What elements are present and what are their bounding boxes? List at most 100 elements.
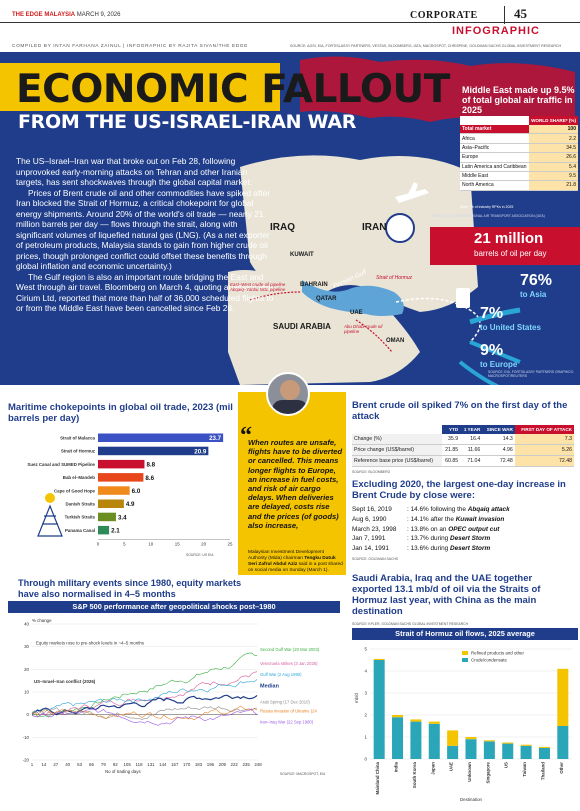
air-traffic-header: WORLD SHARE* (%) (528, 116, 578, 125)
sp500-series-line (31, 705, 258, 721)
flow-europe-pct: 9% (480, 342, 504, 359)
air-traffic-share: 21.8 (528, 180, 578, 191)
brent-row-label: Price change (US$/barrel) (352, 444, 442, 456)
hormuz-y-tick: 1 (365, 735, 368, 740)
brent-cell: 14.3 (482, 434, 515, 445)
flow-europe-dest: to Europe (480, 360, 518, 369)
chokepoint-bar (98, 512, 116, 522)
sp500-y-tick: 10 (24, 690, 29, 695)
plane-badge-icon (385, 213, 415, 243)
intro-paragraph-1: The US–Israel–Iran war that broke out on… (16, 156, 253, 187)
hormuz-bar-refined (538, 746, 550, 748)
asia-flow-arrow (469, 307, 521, 325)
hormuz-y-tick: 0 (365, 757, 368, 762)
air-traffic-row: Asia–Pacific 34.5 (460, 143, 578, 154)
sp500-x-tick: 79 (101, 762, 106, 767)
brent-cell: 35.9 (441, 434, 461, 445)
sp500-series-line (31, 708, 258, 726)
sp500-y-tick: 30 (24, 644, 29, 649)
hormuz-category-label: India (394, 761, 399, 772)
sp500-series-label: Median (260, 683, 280, 689)
flow-asia-dest: to Asia (520, 290, 547, 299)
flow-us-dest: to United States (480, 323, 541, 332)
quote-context: said in a post shared on social media on… (248, 562, 343, 573)
barrels-box (430, 227, 580, 265)
hormuz-bar-crude (520, 745, 532, 759)
hormuz-bar-refined (465, 737, 477, 740)
chokepoint-label: Turkish Straits (65, 515, 96, 520)
hormuz-category-label: Other (559, 762, 564, 774)
brent-row: Change (%) 35.9 16.4 14.3 7.3 (352, 434, 574, 445)
hormuz-category-label: Unknown (467, 762, 472, 782)
flows-source: SOURCE: EIA, FORTISLASSY PARTNERS GRAPHI… (488, 370, 574, 378)
quote-attribution: Malaysian Investment Development Authori… (248, 550, 343, 574)
sp500-annotation: Equity markets rose to pre-shock levels … (36, 640, 145, 645)
quote-role: Malaysian Investment Development Authori… (248, 550, 324, 561)
brent-row: Price change (US$/barrel) 21.85 11.66 4.96 5… (352, 444, 574, 456)
hormuz-ylabel: mb/d (354, 693, 359, 703)
hormuz-bar-crude (465, 739, 477, 759)
hormuz-category-label: UAE (449, 762, 454, 771)
sp500-ylabel: % change (32, 618, 52, 623)
infographic-tag: INFOGRAPHIC (452, 25, 540, 37)
sp500-x-tick: 235 (242, 762, 250, 767)
maritime-x-tick: 5 (123, 542, 126, 547)
brent-cell: 5.26 (514, 444, 574, 456)
sp500-series-label: Second Gulf War (20 Mar 2003) (260, 647, 320, 652)
sp500-x-tick: 157 (171, 762, 179, 767)
header-divider (504, 6, 505, 24)
air-traffic-table: WORLD SHARE* (%) Total market 100 Africa 2.… (460, 116, 578, 191)
daily-increase-item: Aug 6, 1990: 14.1% after the Kuwait inva… (352, 515, 577, 525)
label-abu-dhabi: Abu Dhabi crude oil pipeline (344, 324, 383, 334)
air-traffic-share: 26.6 (528, 152, 578, 163)
sp500-source: SOURCE: MACROSPOT, EIA (280, 772, 326, 776)
oil-rig-icon (37, 504, 63, 537)
hero-map (228, 56, 575, 385)
label-qatar: QATAR (316, 296, 337, 302)
flow-europe: 9% to Europe (480, 342, 517, 369)
publication-name: THE EDGE MALAYSIA (12, 12, 76, 18)
sp500-series-line (31, 706, 258, 720)
daily-increase-date: Jan 7, 1991 (352, 535, 386, 543)
brent-header-ytd: YTD (441, 425, 461, 434)
flow-asia: 76% to Asia (520, 272, 552, 299)
quote-text: When routes are unsafe, flights have to … (248, 438, 343, 530)
sp500-series-label: US–Israel–Iran conflict (2026) (34, 679, 96, 684)
air-traffic-share: 34.5 (528, 143, 578, 154)
air-traffic-row: North America 21.8 (460, 180, 578, 191)
chokepoint-value: 23.7 (209, 435, 222, 442)
sp500-series-line (31, 694, 258, 716)
hormuz-bar-refined (392, 715, 404, 718)
hormuz-band: Strait of Hormuz oil flows, 2025 average (352, 628, 578, 640)
air-traffic-source: SOURCE: THE INTERNATIONAL AIR TRANSPORT … (432, 214, 545, 218)
persian-gulf-water (302, 280, 404, 316)
label-saudi: SAUDI ARABIA (273, 322, 331, 331)
chokepoint-label: Panama Canal (65, 528, 95, 533)
sp500-x-tick: 66 (89, 762, 94, 767)
sp500-x-tick: 183 (195, 762, 203, 767)
air-traffic-region: Asia–Pacific (460, 143, 529, 154)
hormuz-bar-crude (447, 745, 459, 759)
hormuz-category-label: Japan (430, 762, 435, 775)
air-traffic-region: Europe (460, 152, 529, 163)
maritime-title: Maritime chokepoints in global oil trade… (8, 402, 233, 424)
daily-increase-item: Jan 7, 1991: 13.7% during Desert Storm (352, 534, 577, 544)
hormuz-legend-label: Refined products and other (471, 651, 525, 656)
sp500-y-tick: -20 (23, 758, 30, 763)
hormuz-bar-refined (483, 740, 495, 742)
sp500-x-tick: 40 (65, 762, 70, 767)
sp500-xlabel: No of trading days (105, 769, 141, 774)
daily-increase-sep: : (407, 535, 411, 543)
chokepoint-value: 8.8 (146, 462, 155, 469)
daily-increase-event: Kuwait invasion (455, 515, 505, 523)
sp500-series-label: Russia invasion of Ukraine (24 (260, 708, 317, 713)
plane-icon (395, 182, 429, 203)
publication-date: THE EDGE MALAYSIA MARCH 9, 2026 (12, 12, 120, 18)
maritime-x-tick: 15 (175, 542, 180, 547)
chokepoint-value: 3.4 (118, 514, 127, 521)
quote-mark-icon: “ (240, 423, 252, 449)
maritime-x-tick: 20 (201, 542, 206, 547)
avatar-face (280, 380, 300, 400)
hormuz-xlabel: Destination (460, 797, 483, 802)
